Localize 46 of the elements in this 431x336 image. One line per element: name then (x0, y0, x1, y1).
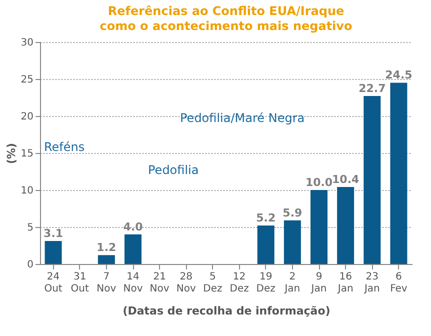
data-label: 5.9 (282, 206, 302, 220)
x-tick-label: 2 Jan (284, 272, 300, 294)
data-label: 22.7 (358, 82, 386, 96)
y-axis-title: (%) (4, 142, 18, 164)
data-label: 3.1 (44, 227, 64, 240)
x-tick-label: 24 Out (44, 272, 62, 294)
bar (44, 241, 62, 264)
y-tick-label: 30 (20, 38, 34, 48)
bar (310, 190, 328, 264)
data-label: 5.2 (256, 212, 276, 225)
x-tick-label: 12 Dez (230, 272, 249, 294)
y-tick-label: 25 (20, 74, 34, 86)
x-tick-label: 16 Jan (336, 272, 354, 294)
data-label: 24.5 (385, 68, 412, 82)
bar (390, 82, 408, 264)
bar (257, 226, 274, 264)
chart-subtitle: como o acontecimento mais negativo (100, 19, 352, 33)
data-label: 1.2 (96, 241, 116, 254)
annotation: Pedofilia/Maré Negra (180, 111, 305, 125)
bar (98, 255, 115, 264)
x-tick-label: 19 Dez (256, 272, 276, 294)
y-tick-label: 0 (27, 260, 34, 270)
data-label: 4.0 (123, 220, 144, 234)
data-label: 10.0 (305, 176, 333, 189)
x-tick-label: 6 Fev (390, 272, 408, 294)
bar (124, 234, 142, 264)
bar (364, 96, 381, 264)
x-tick-label: 7 Nov (96, 272, 116, 294)
x-tick-label: 28 Nov (176, 272, 196, 294)
x-tick-label: 21 Nov (150, 272, 170, 294)
x-tick-label: 31 Out (70, 272, 89, 294)
x-tick-label: 23 Jan (363, 272, 380, 294)
y-tick-label: 5 (27, 222, 34, 234)
x-tick-label: 14 Nov (123, 272, 143, 294)
annotation: Reféns (44, 140, 85, 154)
y-tick-label: 20 (20, 112, 34, 122)
bar (337, 187, 354, 264)
y-tick-label: 15 (20, 148, 34, 160)
chart-title: Referências ao Conflito EUA/Iraque (108, 4, 344, 18)
x-tick-label: 5 Dez (203, 272, 222, 294)
bar (284, 220, 301, 264)
x-axis-title: (Datas de recolha de informação) (122, 304, 330, 318)
data-label: 10.4 (332, 173, 360, 186)
annotation: Pedofilia (148, 163, 199, 177)
x-tick-label: 9 Jan (310, 272, 327, 294)
y-tick-label: 10 (20, 186, 34, 196)
